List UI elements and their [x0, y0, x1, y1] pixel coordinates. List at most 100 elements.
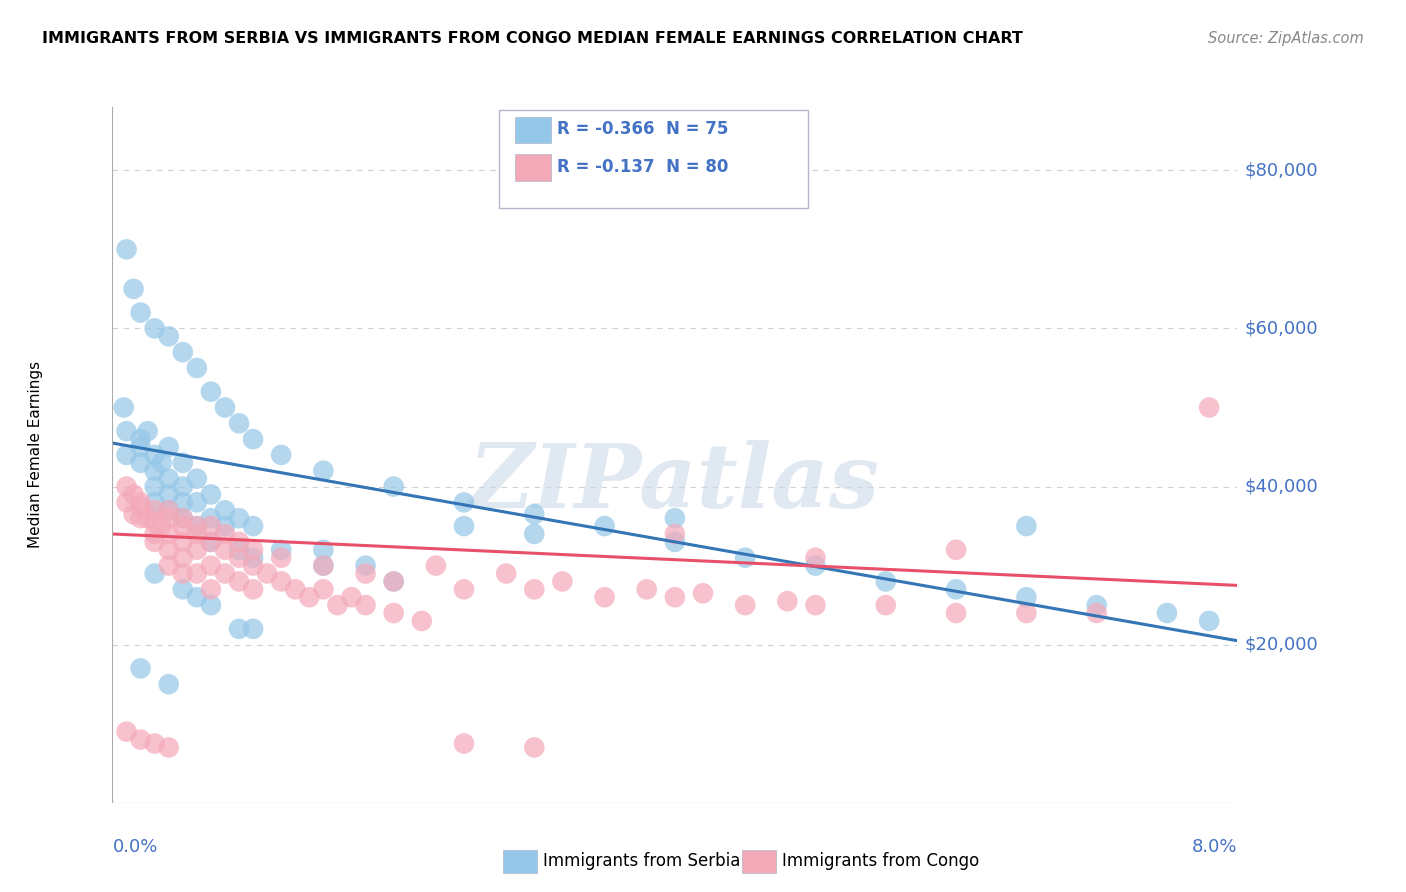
Point: [129, 440, 152, 454]
Point: [157, 740, 180, 755]
Point: [186, 519, 208, 533]
Point: [136, 424, 159, 438]
Point: [242, 519, 264, 533]
Point: [172, 511, 194, 525]
Point: [115, 424, 138, 438]
Point: [115, 448, 138, 462]
Point: [270, 550, 292, 565]
Point: [945, 582, 967, 597]
Point: [242, 622, 264, 636]
Point: [115, 479, 138, 493]
Point: [453, 495, 475, 509]
Point: [340, 591, 363, 605]
Point: [228, 417, 250, 431]
Point: [214, 527, 236, 541]
Point: [186, 527, 208, 541]
Point: [200, 534, 222, 549]
Text: 8.0%: 8.0%: [1192, 838, 1237, 856]
Point: [382, 574, 405, 589]
Point: [1015, 591, 1038, 605]
Point: [172, 345, 194, 359]
Point: [115, 724, 138, 739]
Point: [186, 542, 208, 557]
Point: [115, 243, 138, 257]
Point: [157, 677, 180, 691]
Point: [112, 401, 135, 415]
Point: [734, 598, 756, 612]
Text: Median Female Earnings: Median Female Earnings: [28, 361, 42, 549]
Text: Source: ZipAtlas.com: Source: ZipAtlas.com: [1208, 31, 1364, 46]
Point: [242, 550, 264, 565]
Point: [157, 527, 180, 541]
Point: [143, 534, 166, 549]
Text: $80,000: $80,000: [1244, 161, 1317, 179]
Point: [172, 511, 194, 525]
Point: [186, 495, 208, 509]
Text: 0.0%: 0.0%: [112, 838, 157, 856]
Point: [143, 515, 166, 529]
Point: [200, 534, 222, 549]
Point: [200, 519, 222, 533]
Point: [143, 503, 166, 517]
Point: [945, 542, 967, 557]
Point: [150, 519, 173, 533]
Point: [312, 558, 335, 573]
Point: [122, 487, 145, 501]
Point: [382, 606, 405, 620]
Point: [875, 574, 897, 589]
Point: [157, 472, 180, 486]
Point: [200, 582, 222, 597]
Text: $60,000: $60,000: [1244, 319, 1317, 337]
Point: [523, 507, 546, 521]
Point: [804, 558, 827, 573]
Point: [256, 566, 278, 581]
Point: [129, 732, 152, 747]
Point: [523, 740, 546, 755]
Point: [157, 511, 180, 525]
Point: [200, 511, 222, 525]
Point: [382, 479, 405, 493]
Text: IMMIGRANTS FROM SERBIA VS IMMIGRANTS FROM CONGO MEDIAN FEMALE EARNINGS CORRELATI: IMMIGRANTS FROM SERBIA VS IMMIGRANTS FRO…: [42, 31, 1024, 46]
Point: [143, 321, 166, 335]
Point: [776, 594, 799, 608]
Text: R = -0.366  N = 75: R = -0.366 N = 75: [557, 120, 728, 138]
Point: [129, 500, 152, 514]
Point: [186, 566, 208, 581]
Point: [172, 479, 194, 493]
Point: [312, 582, 335, 597]
Point: [1015, 519, 1038, 533]
Point: [354, 566, 377, 581]
Point: [1085, 606, 1108, 620]
Point: [551, 574, 574, 589]
Point: [157, 487, 180, 501]
Point: [804, 598, 827, 612]
Point: [228, 511, 250, 525]
Point: [143, 479, 166, 493]
Point: [425, 558, 447, 573]
Point: [143, 566, 166, 581]
Point: [143, 495, 166, 509]
Point: [143, 464, 166, 478]
Point: [453, 519, 475, 533]
Point: [270, 448, 292, 462]
Point: [242, 582, 264, 597]
Point: [1015, 606, 1038, 620]
Point: [150, 456, 173, 470]
Point: [228, 550, 250, 565]
Text: ZIPatlas: ZIPatlas: [470, 440, 880, 526]
Point: [495, 566, 517, 581]
Point: [382, 574, 405, 589]
Point: [129, 305, 152, 319]
Point: [122, 507, 145, 521]
Point: [228, 574, 250, 589]
Point: [284, 582, 307, 597]
Point: [172, 519, 194, 533]
Point: [453, 737, 475, 751]
Point: [270, 574, 292, 589]
Point: [523, 527, 546, 541]
Point: [228, 534, 250, 549]
Point: [186, 519, 208, 533]
Point: [186, 591, 208, 605]
Point: [228, 542, 250, 557]
Text: Immigrants from Congo: Immigrants from Congo: [782, 852, 979, 870]
